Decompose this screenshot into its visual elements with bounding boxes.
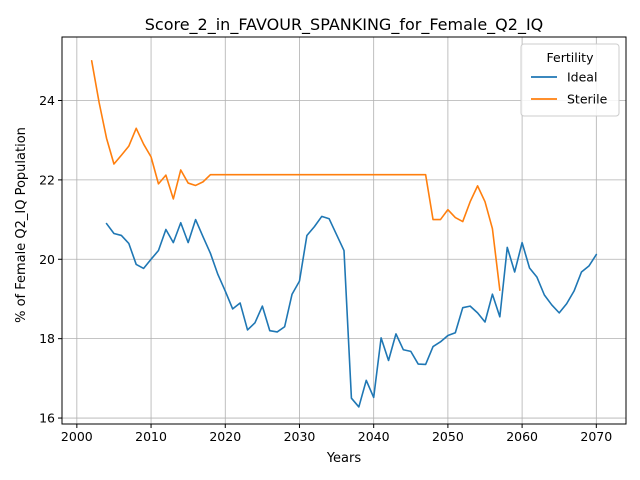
y-axis-label: % of Female Q2_IQ Population bbox=[14, 127, 29, 323]
y-tick-label: 24 bbox=[39, 93, 55, 108]
legend-title: Fertility bbox=[547, 50, 595, 65]
y-tick-label: 22 bbox=[39, 172, 55, 187]
plot-frame bbox=[61, 36, 627, 425]
x-tick-label: 2010 bbox=[135, 429, 167, 444]
x-tick-label: 2050 bbox=[432, 429, 464, 444]
y-tick-label: 20 bbox=[39, 252, 55, 267]
legend-box bbox=[520, 43, 620, 117]
x-tick-label: 2030 bbox=[284, 429, 316, 444]
x-tick-label: 2000 bbox=[61, 429, 93, 444]
y-tick-label: 16 bbox=[39, 411, 55, 426]
series-line-sterile bbox=[90, 60, 501, 292]
x-tick-label: 2060 bbox=[506, 429, 538, 444]
series-lines bbox=[90, 60, 598, 408]
x-axis-label: Years bbox=[326, 451, 362, 466]
legend: Fertility Ideal Sterile bbox=[520, 43, 620, 117]
axis-ticks: 2000 2010 2020 2030 2040 2050 2060 2070 16 18 20 22… bbox=[39, 93, 612, 444]
x-tick-label: 2070 bbox=[580, 429, 612, 444]
x-tick-label: 2020 bbox=[209, 429, 241, 444]
y-tick-label: 18 bbox=[39, 331, 55, 346]
x-tick-label: 2040 bbox=[358, 429, 390, 444]
legend-label-ideal: Ideal bbox=[567, 70, 597, 85]
series-line-ideal bbox=[105, 215, 598, 408]
legend-label-sterile: Sterile bbox=[567, 92, 608, 107]
chart-title: Score_2_in_FAVOUR_SPANKING_for_Female_Q2… bbox=[145, 15, 544, 35]
